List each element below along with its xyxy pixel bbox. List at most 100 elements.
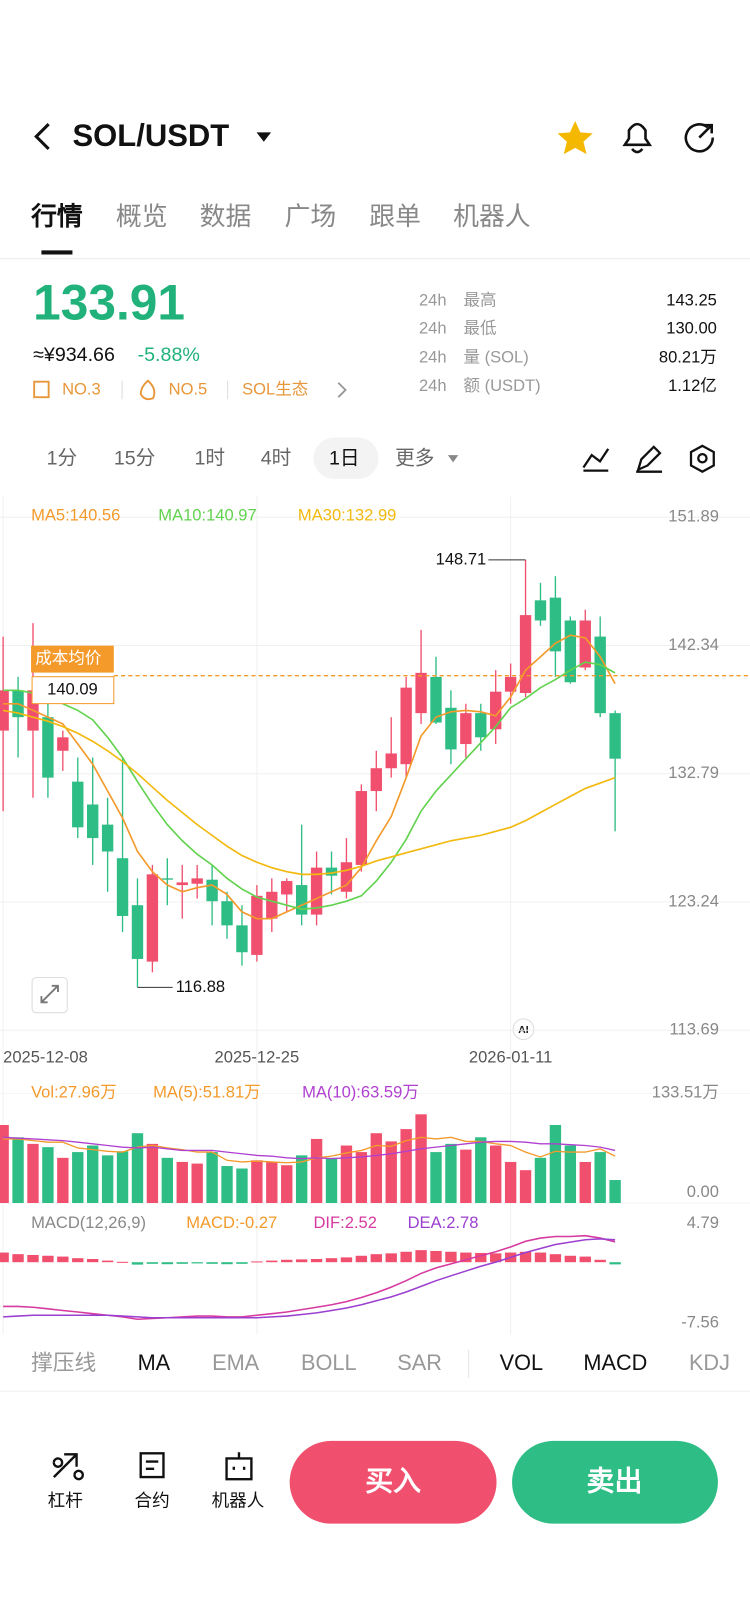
- indicator-tab[interactable]: KDJ: [689, 1350, 730, 1375]
- volume-bar: [131, 1133, 144, 1204]
- tag-rank[interactable]: NO.3: [62, 379, 101, 398]
- macd-bar: [161, 1262, 174, 1265]
- macd-bar: [0, 1252, 9, 1263]
- y-tick-label: 4.79: [687, 1213, 719, 1232]
- candle-body: [564, 620, 577, 683]
- settings-icon[interactable]: [689, 444, 715, 473]
- macd-bar: [57, 1256, 69, 1263]
- action-label[interactable]: 机器人: [212, 1491, 265, 1511]
- stat-value: 80.21万: [659, 347, 717, 366]
- action-label[interactable]: 合约: [135, 1491, 170, 1511]
- stat-period: 24h: [419, 347, 447, 366]
- interval-tab[interactable]: 1日: [329, 447, 360, 469]
- interval-tab[interactable]: 4时: [261, 447, 292, 469]
- indicator-tab[interactable]: EMA: [212, 1350, 260, 1375]
- candle-body: [146, 874, 159, 962]
- macd-bar: [251, 1261, 263, 1263]
- bot-icon[interactable]: [225, 1452, 253, 1481]
- volume-bar: [101, 1155, 114, 1204]
- buy-button[interactable]: [289, 1440, 497, 1524]
- tag-ecosystem[interactable]: SOL生态: [242, 379, 308, 398]
- indicator-icon[interactable]: [582, 448, 610, 472]
- interval-tab[interactable]: 1时: [194, 447, 225, 469]
- macd-bar: [72, 1258, 84, 1263]
- candle-body: [340, 862, 353, 892]
- macd-bar: [385, 1253, 397, 1263]
- buy-label[interactable]: 买入: [365, 1466, 421, 1497]
- macd-bar: [295, 1259, 308, 1263]
- stat-label: 量 (SOL): [463, 347, 528, 366]
- action-label[interactable]: 杠杆: [48, 1491, 83, 1511]
- nav-tab[interactable]: 概览: [116, 202, 168, 231]
- volume-bar: [504, 1161, 517, 1204]
- volume-bar: [475, 1137, 487, 1204]
- alert-bell[interactable]: [622, 122, 653, 154]
- nav-tab[interactable]: 行情: [30, 201, 83, 231]
- share-button[interactable]: [684, 123, 715, 153]
- x-tick-label: 2025-12-25: [215, 1048, 300, 1067]
- favorite-star[interactable]: [557, 121, 593, 155]
- volume-bar: [325, 1157, 338, 1204]
- leverage-icon[interactable]: [52, 1453, 84, 1481]
- volume-bar: [415, 1114, 427, 1204]
- volume-bar: [0, 1124, 9, 1204]
- volume-bar: [236, 1168, 248, 1204]
- ai-badge-bg[interactable]: [512, 1018, 535, 1041]
- volume-bar: [281, 1165, 293, 1204]
- y-tick-label: 123.24: [668, 891, 719, 910]
- y-tick-label: -7.56: [681, 1312, 719, 1331]
- candle-body: [236, 925, 248, 953]
- sell-button[interactable]: [512, 1440, 718, 1524]
- nav-tab[interactable]: 数据: [200, 202, 252, 231]
- more-dropdown[interactable]: [447, 455, 459, 463]
- pair-dropdown[interactable]: [256, 132, 272, 142]
- volume-bar: [355, 1152, 368, 1204]
- macd-bar: [370, 1254, 382, 1263]
- contract-icon[interactable]: [139, 1452, 165, 1479]
- draw-icon[interactable]: [636, 445, 663, 473]
- cost-value-bg: [31, 676, 115, 705]
- interval-tab[interactable]: 1分: [47, 447, 78, 469]
- nav-tab[interactable]: 跟单: [369, 202, 421, 231]
- volume-bar: [206, 1152, 218, 1204]
- nav-tab[interactable]: 广场: [284, 202, 336, 231]
- macd-bar: [221, 1262, 233, 1265]
- volume-bar: [266, 1161, 278, 1204]
- volume-bar: [310, 1138, 323, 1204]
- nav-tab[interactable]: 机器人: [453, 202, 531, 231]
- indicator-tab[interactable]: BOLL: [301, 1350, 357, 1375]
- indicator-tab[interactable]: VOL: [500, 1350, 543, 1375]
- macd-bar: [42, 1255, 54, 1263]
- macd-bar: [519, 1251, 532, 1263]
- volume-bar: [191, 1163, 203, 1204]
- indicator-tab[interactable]: 撑压线: [31, 1350, 96, 1375]
- stat-value: 130.00: [666, 318, 717, 337]
- tag-hot[interactable]: NO.5: [169, 379, 208, 398]
- volume-legend: MA(5):51.81万: [153, 1083, 261, 1102]
- stat-label: 额 (USDT): [463, 376, 540, 395]
- candle-body: [400, 687, 412, 765]
- pair-title[interactable]: SOL/USDT: [72, 118, 229, 153]
- macd-bar: [490, 1253, 502, 1263]
- indicator-tab[interactable]: SAR: [397, 1350, 442, 1375]
- volume-bar: [116, 1151, 129, 1204]
- stat-value: 143.25: [666, 290, 717, 309]
- back-button[interactable]: [34, 123, 50, 151]
- interval-tab[interactable]: 更多: [395, 447, 434, 469]
- candle-body: [310, 867, 323, 915]
- indicator-tab[interactable]: MA: [138, 1350, 171, 1375]
- macd-legend: MACD(12,26,9): [31, 1213, 146, 1232]
- tag-arrow[interactable]: [337, 382, 347, 398]
- volume-legend: MA(10):63.59万: [302, 1083, 419, 1102]
- indicator-tab[interactable]: MACD: [583, 1350, 647, 1375]
- sell-label[interactable]: 卖出: [587, 1466, 643, 1497]
- candle-body: [72, 781, 84, 828]
- interval-tab[interactable]: 15分: [114, 447, 155, 469]
- volume-bar: [176, 1161, 188, 1204]
- macd-bar: [430, 1250, 442, 1263]
- macd-bar: [445, 1251, 457, 1263]
- candle-body: [594, 636, 606, 714]
- macd-legend: DIF:2.52: [313, 1213, 376, 1232]
- cost-label-bg: [31, 645, 114, 673]
